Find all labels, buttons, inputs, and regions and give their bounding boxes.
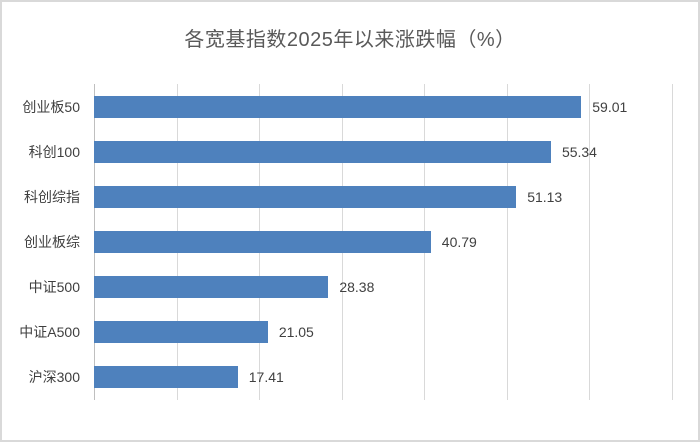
- bar-row: 创业板50 59.01: [22, 84, 672, 129]
- bar-row: 科创综指 51.13: [24, 174, 672, 219]
- bar: [94, 230, 431, 253]
- category-label: 中证500: [28, 279, 80, 296]
- value-label: 28.38: [339, 279, 375, 296]
- gridline: [589, 84, 591, 400]
- gridline: [672, 84, 673, 400]
- category-label: 创业板综: [24, 233, 80, 250]
- category-label: 中证A500: [19, 324, 80, 341]
- value-label: 59.01: [592, 98, 628, 115]
- bar-row: 沪深300 17.41: [29, 355, 672, 400]
- bar: [94, 185, 517, 208]
- value-label: 51.13: [527, 188, 563, 205]
- bar: [94, 276, 329, 299]
- value-label: 40.79: [441, 233, 477, 250]
- category-label: 创业板50: [22, 98, 80, 115]
- plot-area: 创业板50 59.01 科创100 55.34 科创综指 51.13 创业板综 40.79 中证…: [19, 84, 673, 400]
- category-label: 科创100: [28, 143, 80, 160]
- bar-row: 创业板综 40.79: [24, 219, 672, 264]
- bar: [94, 95, 582, 118]
- category-label: 沪深300: [28, 369, 80, 386]
- value-label: 21.05: [278, 324, 314, 341]
- bar-row: 中证A500 21.05: [19, 310, 672, 355]
- category-label: 科创综指: [24, 188, 80, 205]
- bar-row: 中证500 28.38: [29, 265, 672, 310]
- bar: [94, 366, 238, 389]
- value-label: 55.34: [561, 143, 597, 160]
- bar-row: 科创100 55.34: [29, 129, 672, 174]
- gridline: [506, 84, 508, 400]
- bar: [94, 140, 551, 163]
- chart-title: 各宽基指数2025年以来涨跌幅（%）: [184, 29, 516, 51]
- bar: [94, 321, 268, 344]
- value-label: 17.41: [248, 369, 284, 386]
